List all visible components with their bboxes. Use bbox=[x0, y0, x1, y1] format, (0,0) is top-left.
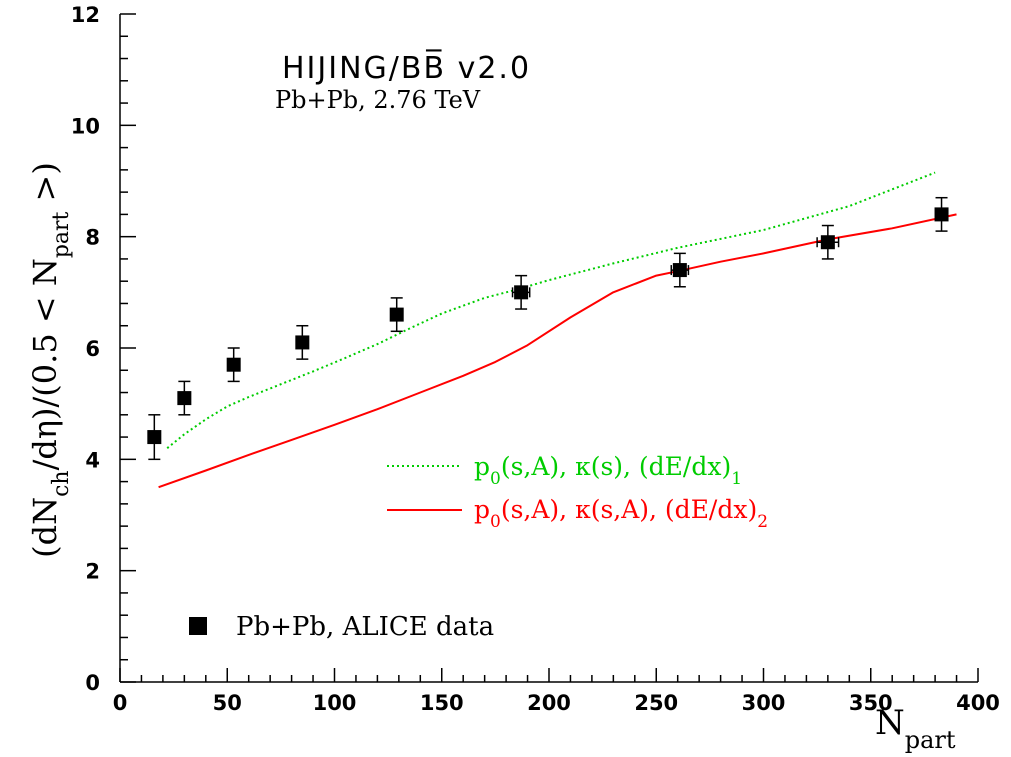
series-line-1 bbox=[166, 171, 936, 449]
data-point-marker bbox=[295, 335, 310, 350]
x-tick-label: 350 bbox=[849, 691, 893, 715]
legend-label-series-1: p0(s,A), κ(s), (dE/dx)1 bbox=[474, 452, 742, 489]
y-tick-label: 4 bbox=[85, 448, 100, 472]
x-tick-label: 250 bbox=[634, 691, 678, 715]
data-point bbox=[177, 380, 192, 416]
data-point bbox=[147, 414, 162, 461]
legend-marker-data bbox=[189, 617, 207, 635]
y-tick-label: 12 bbox=[71, 3, 100, 27]
chart-title: HIJING/BB̅ v2.0 bbox=[282, 49, 531, 86]
legend: p0(s,A), κ(s), (dE/dx)1 p0(s,A), κ(s,A),… bbox=[189, 452, 768, 642]
data-point bbox=[934, 196, 949, 232]
data-point bbox=[295, 324, 310, 360]
data-point-marker bbox=[672, 263, 687, 278]
data-point bbox=[670, 252, 690, 288]
y-ticks: 0 2 4 6 8 10 12 bbox=[71, 3, 136, 695]
data-point-marker bbox=[820, 235, 835, 250]
data-point bbox=[226, 347, 241, 383]
y-tick-label: 0 bbox=[85, 671, 100, 695]
legend-label-series-2: p0(s,A), κ(s,A), (dE/dx)2 bbox=[474, 495, 768, 532]
x-axis-label: Npart bbox=[875, 703, 956, 754]
data-point-marker bbox=[147, 430, 162, 445]
x-tick-label: 50 bbox=[213, 691, 242, 715]
x-tick-label: 200 bbox=[527, 691, 571, 715]
y-tick-label: 6 bbox=[85, 337, 100, 361]
y-tick-label: 10 bbox=[71, 114, 100, 138]
series-line-2 bbox=[158, 213, 957, 489]
y-tick-label: 8 bbox=[85, 226, 100, 250]
data-point-marker bbox=[226, 357, 241, 372]
x-tick-label: 100 bbox=[313, 691, 357, 715]
chart-subtitle: Pb+Pb, 2.76 TeV bbox=[275, 86, 481, 114]
x-tick-label: 300 bbox=[742, 691, 786, 715]
data-point-marker bbox=[177, 391, 192, 406]
data-point bbox=[816, 224, 840, 260]
x-ticks: 0 50 100 150 200 250 300 350 400 bbox=[113, 668, 1000, 715]
x-tick-label: 400 bbox=[956, 691, 1000, 715]
plot-frame bbox=[119, 14, 978, 683]
data-point-marker bbox=[514, 285, 529, 300]
data-point bbox=[389, 297, 404, 333]
y-axis-label: (dNch/dη)/(0.5 < Npart >) bbox=[26, 162, 74, 558]
data-point bbox=[511, 274, 531, 310]
data-points-layer bbox=[147, 196, 949, 461]
data-point-marker bbox=[389, 307, 404, 322]
series-layer bbox=[158, 171, 957, 489]
x-tick-label: 150 bbox=[420, 691, 464, 715]
legend-label-data: Pb+Pb, ALICE data bbox=[236, 612, 494, 642]
data-point-marker bbox=[934, 207, 949, 222]
x-tick-label: 0 bbox=[113, 691, 128, 715]
y-tick-label: 2 bbox=[85, 560, 100, 584]
